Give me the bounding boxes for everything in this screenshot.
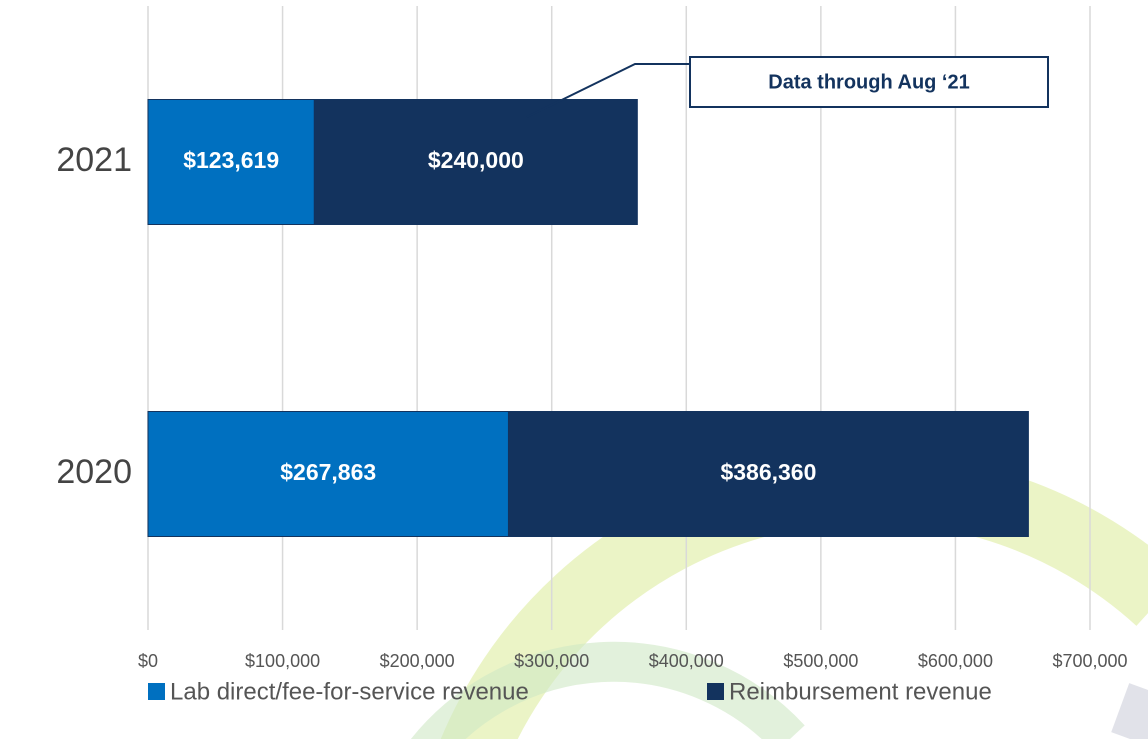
x-tick-label: $300,000: [514, 651, 589, 671]
legend-swatch: [148, 683, 165, 700]
y-tick-label: 2021: [56, 141, 132, 179]
chart: Data through Aug ‘21 $0 $100,000 $200,000 $…: [0, 0, 1148, 739]
x-tick-label: $700,000: [1052, 651, 1127, 671]
x-tick-label: $0: [138, 651, 158, 671]
value-label: $240,000: [428, 147, 524, 173]
y-tick-label: 2020: [56, 453, 132, 491]
value-label: $123,619: [183, 147, 279, 173]
x-tick-label: $100,000: [245, 651, 320, 671]
legend-swatch: [707, 683, 724, 700]
x-tick-label: $500,000: [783, 651, 858, 671]
legend-label: Lab direct/fee-for-service revenue: [170, 678, 529, 705]
x-tick-label: $600,000: [918, 651, 993, 671]
annotation-text: Data through Aug ‘21: [768, 71, 969, 93]
x-tick-label: $200,000: [380, 651, 455, 671]
x-tick-label: $400,000: [649, 651, 724, 671]
legend-label: Reimbursement revenue: [729, 678, 992, 705]
value-label: $386,360: [720, 459, 816, 485]
value-label: $267,863: [280, 459, 376, 485]
